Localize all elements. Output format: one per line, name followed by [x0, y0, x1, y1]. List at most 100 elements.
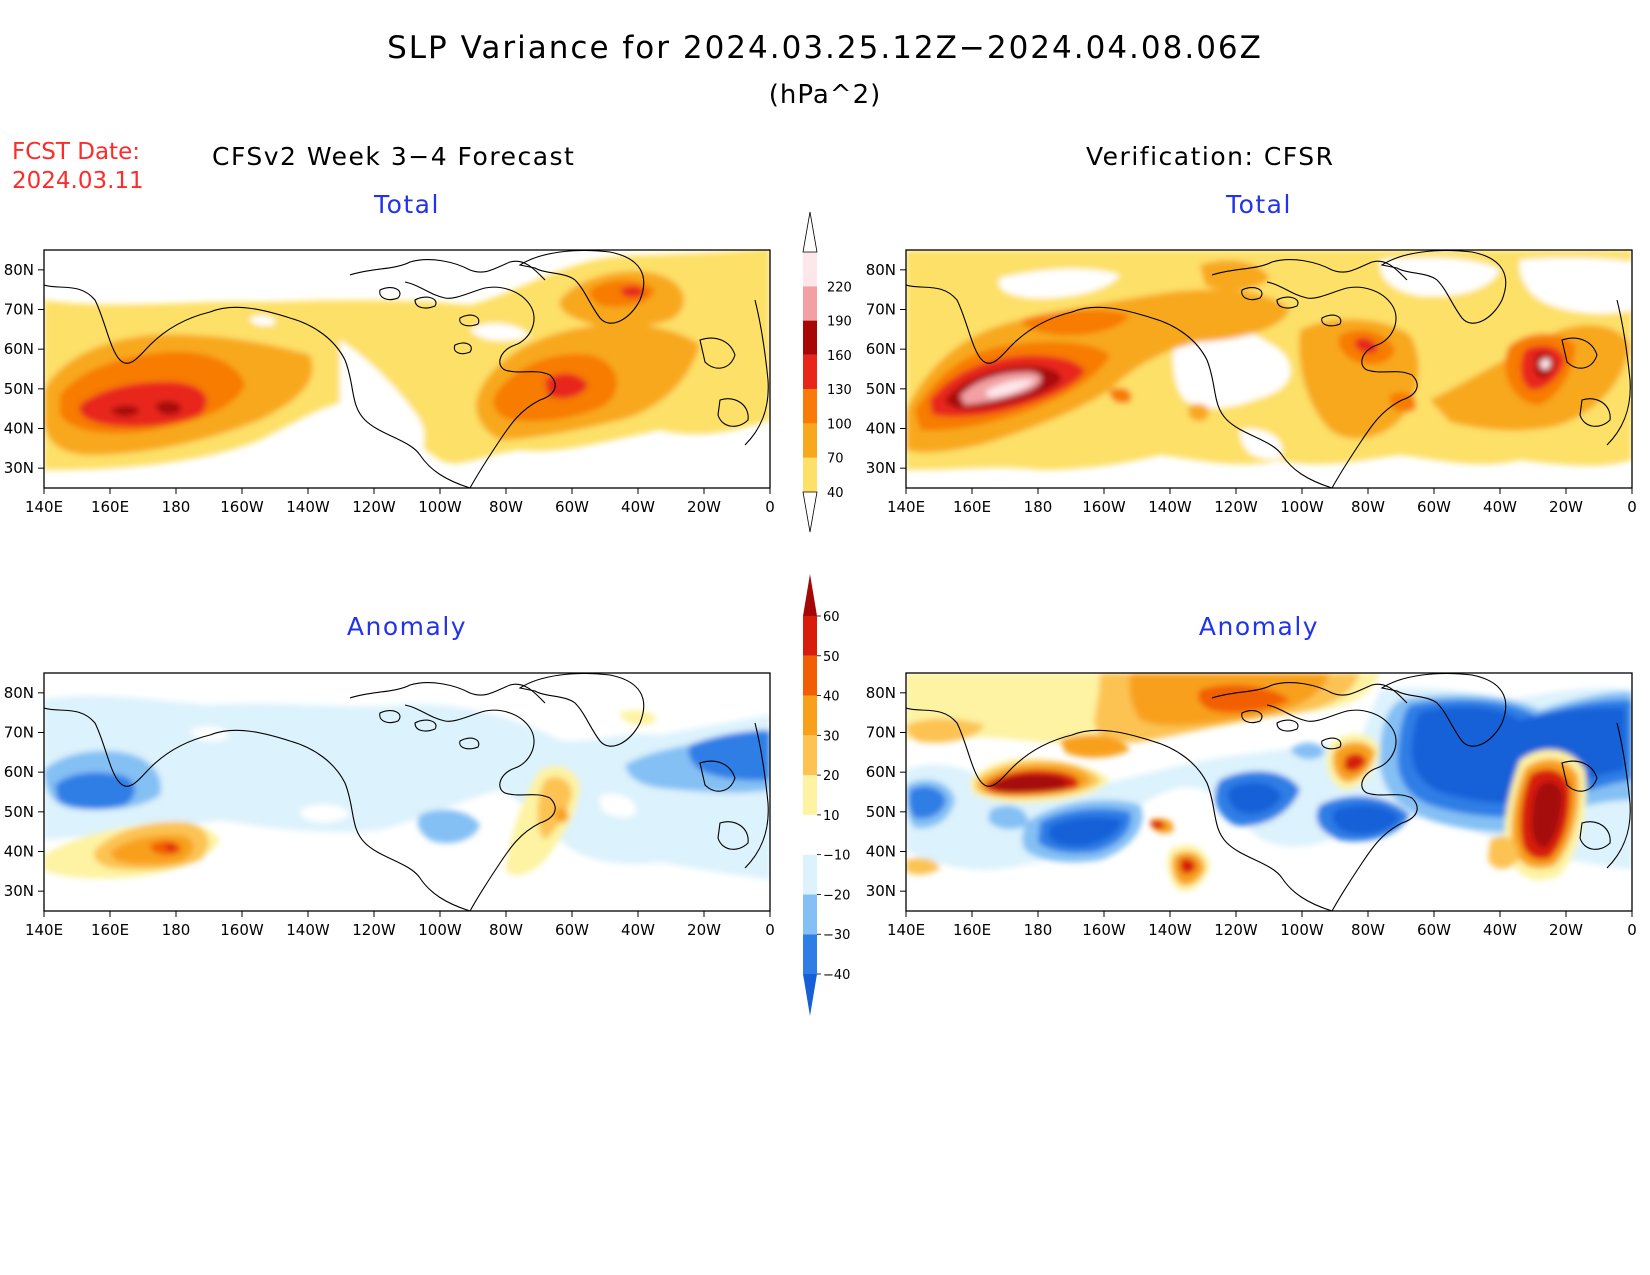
x-tick-label: 60W — [1417, 498, 1451, 516]
x-tick-label: 80W — [1351, 498, 1385, 516]
x-tick-label: 40W — [1483, 498, 1517, 516]
x-tick-label: 20W — [1549, 921, 1583, 939]
x-tick-label: 20W — [1549, 498, 1583, 516]
colorbar-total-label: 100 — [827, 417, 852, 432]
x-tick-label: 140W — [1148, 498, 1192, 516]
colorbar-anomaly-label: 40 — [823, 690, 840, 705]
x-tick-label: 180 — [1024, 921, 1053, 939]
y-tick-label: 60N — [4, 340, 34, 358]
y-tick-label: 30N — [4, 459, 34, 477]
x-tick-label: 60W — [555, 498, 589, 516]
colorbar-total-swatch — [803, 389, 817, 424]
x-tick-label: 120W — [1214, 498, 1258, 516]
verification-anomaly-field — [906, 673, 1632, 892]
y-tick-label: 40N — [4, 420, 34, 438]
colorbar-anomaly-label: 50 — [823, 650, 840, 665]
x-tick-label: 140W — [286, 498, 330, 516]
x-tick-label: 120W — [352, 921, 396, 939]
colorbar-total-label: 130 — [827, 383, 852, 398]
forecast-anomaly-field — [44, 695, 770, 880]
figure-units: (hPa^2) — [768, 80, 882, 110]
x-tick-label: 20W — [687, 498, 721, 516]
y-tick-label: 80N — [866, 684, 896, 702]
x-tick-label: 180 — [1024, 498, 1053, 516]
forecast-anomaly-title: Anomaly — [346, 612, 468, 641]
x-tick-label: 180 — [162, 921, 191, 939]
colorbar-total-min-arrow — [802, 491, 818, 533]
colorbar-total-label: 190 — [827, 315, 852, 330]
colorbar-anomaly-min-arrow — [803, 974, 817, 1016]
y-tick-label: 60N — [866, 763, 896, 781]
x-tick-label: 40W — [621, 498, 655, 516]
colorbar-anomaly-swatch — [803, 735, 817, 776]
forecast-date-heading: FCST Date: — [12, 139, 140, 165]
colorbar-anomaly-label: −10 — [823, 849, 850, 864]
colorbar-anomaly-label: 20 — [823, 769, 840, 784]
colorbar-anomaly-swatch — [803, 934, 817, 974]
colorbar-total-swatch — [803, 423, 817, 458]
verification-anomaly-panel: 140E 160E 180 160W 140W 120W 100W 80W 60W 40W 20W 0… — [866, 672, 1637, 939]
forecast-date-label: FCST Date: 2024.03.11 — [12, 138, 144, 196]
colorbar-anomaly-max-arrow — [803, 574, 817, 616]
colorbar-total-swatch — [803, 252, 817, 287]
verification-total-coastlines — [906, 250, 1631, 488]
y-tick-label: 40N — [4, 843, 34, 861]
forecast-total-axis-ticks: 140E 160E 180 160W 140W 120W 100W 80W 60W 40W 20W 0… — [4, 261, 775, 516]
x-tick-label: 60W — [1417, 921, 1451, 939]
x-tick-label: 20W — [687, 921, 721, 939]
x-tick-label: 140E — [25, 921, 63, 939]
x-tick-label: 100W — [1280, 921, 1324, 939]
colorbar-anomaly-swatch — [803, 894, 817, 935]
x-tick-label: 160W — [1082, 921, 1126, 939]
x-tick-label: 140W — [286, 921, 330, 939]
y-tick-label: 80N — [866, 261, 896, 279]
verification-anomaly-coastlines — [906, 673, 1631, 911]
forecast-anomaly-panel: 140E 160E 180 160W 140W 120W 100W 80W 60W 40W 20W 0… — [4, 672, 775, 939]
x-tick-label: 140E — [887, 498, 925, 516]
y-tick-label: 70N — [866, 724, 896, 742]
colorbar-anomaly-label: 60 — [823, 610, 840, 625]
x-tick-label: 0 — [1627, 921, 1637, 939]
y-tick-label: 40N — [866, 420, 896, 438]
x-tick-label: 120W — [1214, 921, 1258, 939]
y-tick-label: 40N — [866, 843, 896, 861]
y-tick-label: 70N — [4, 301, 34, 319]
x-tick-label: 160E — [91, 498, 129, 516]
colorbar-anomaly-label: 10 — [823, 809, 840, 824]
colorbar-anomaly-swatch — [803, 854, 817, 895]
colorbar-total-max-arrow — [802, 211, 818, 253]
forecast-total-panel: 140E 160E 180 160W 140W 120W 100W 80W 60W 40W 20W 0… — [4, 249, 775, 516]
x-tick-label: 0 — [1627, 498, 1637, 516]
colorbar-anomaly-label: −30 — [823, 928, 850, 943]
left-column-title: CFSv2 Week 3−4 Forecast — [212, 142, 576, 171]
y-tick-label: 30N — [866, 882, 896, 900]
x-tick-label: 120W — [352, 498, 396, 516]
x-tick-label: 160E — [953, 498, 991, 516]
y-tick-label: 30N — [866, 459, 896, 477]
verification-anomaly-title: Anomaly — [1198, 612, 1320, 641]
y-tick-label: 30N — [4, 882, 34, 900]
colorbar-total-swatch — [803, 286, 817, 321]
x-tick-label: 160W — [1082, 498, 1126, 516]
colorbar-anomaly: −40 −30 −20 −10 10 20 30 40 50 60 — [803, 574, 850, 1016]
y-tick-label: 80N — [4, 684, 34, 702]
x-tick-label: 80W — [1351, 921, 1385, 939]
figure-title: SLP Variance for 2024.03.25.12Z−2024.04.… — [387, 30, 1263, 66]
colorbar-total-swatch — [803, 354, 817, 390]
y-tick-label: 50N — [4, 380, 34, 398]
colorbar-total-label: 40 — [827, 486, 844, 501]
x-tick-label: 40W — [621, 921, 655, 939]
colorbar-anomaly-label: 30 — [823, 729, 840, 744]
colorbar-total-label: 160 — [827, 349, 852, 364]
x-tick-label: 60W — [555, 921, 589, 939]
x-tick-label: 140E — [25, 498, 63, 516]
verification-total-panel: 140E 160E 180 160W 140W 120W 100W 80W 60W 40W 20W 0… — [866, 249, 1637, 516]
forecast-anomaly-axis-ticks: 140E 160E 180 160W 140W 120W 100W 80W 60W 40W 20W 0… — [4, 684, 775, 939]
verification-anomaly-axis-ticks: 140E 160E 180 160W 140W 120W 100W 80W 60W 40W 20W 0… — [866, 684, 1637, 939]
forecast-total-coastlines — [44, 250, 769, 488]
forecast-total-title: Total — [374, 190, 440, 219]
colorbar-anomaly-swatch — [803, 616, 817, 656]
colorbar-anomaly-label: −40 — [823, 968, 850, 983]
colorbar-total-swatch — [803, 320, 817, 355]
y-tick-label: 60N — [4, 763, 34, 781]
